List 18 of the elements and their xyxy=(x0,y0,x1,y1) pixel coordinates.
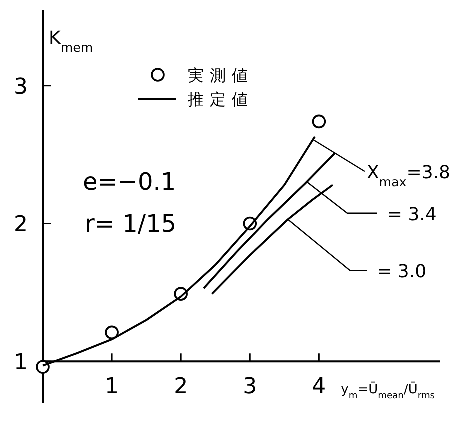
x-tick-label: 2 xyxy=(174,374,188,400)
x-tick-label: 1 xyxy=(105,374,120,400)
legend-label: 推定値 xyxy=(188,90,254,109)
annotation: e=−0.1 xyxy=(83,168,176,196)
x-axis-title: y$_{m}$=Ū$_{mean}$/Ū$_{rms}$ xyxy=(341,382,436,402)
y-tick-label: 1 xyxy=(14,350,28,376)
y-axis-title: K$_{mem}$ xyxy=(49,28,94,54)
annotation: = 3.4 xyxy=(387,204,437,226)
point xyxy=(312,114,326,129)
x-tick-label: 4 xyxy=(312,374,326,400)
annotation: r= 1/15 xyxy=(85,210,176,238)
annotation: X$_{max}$=3.8 xyxy=(366,162,450,190)
legend-label: 実測値 xyxy=(188,66,254,85)
point xyxy=(105,326,119,340)
y-tick-label: 3 xyxy=(14,74,28,100)
annotation: = 3.0 xyxy=(377,262,427,283)
x-tick-label: 3 xyxy=(243,374,258,400)
y-tick-label: 2 xyxy=(14,212,28,238)
